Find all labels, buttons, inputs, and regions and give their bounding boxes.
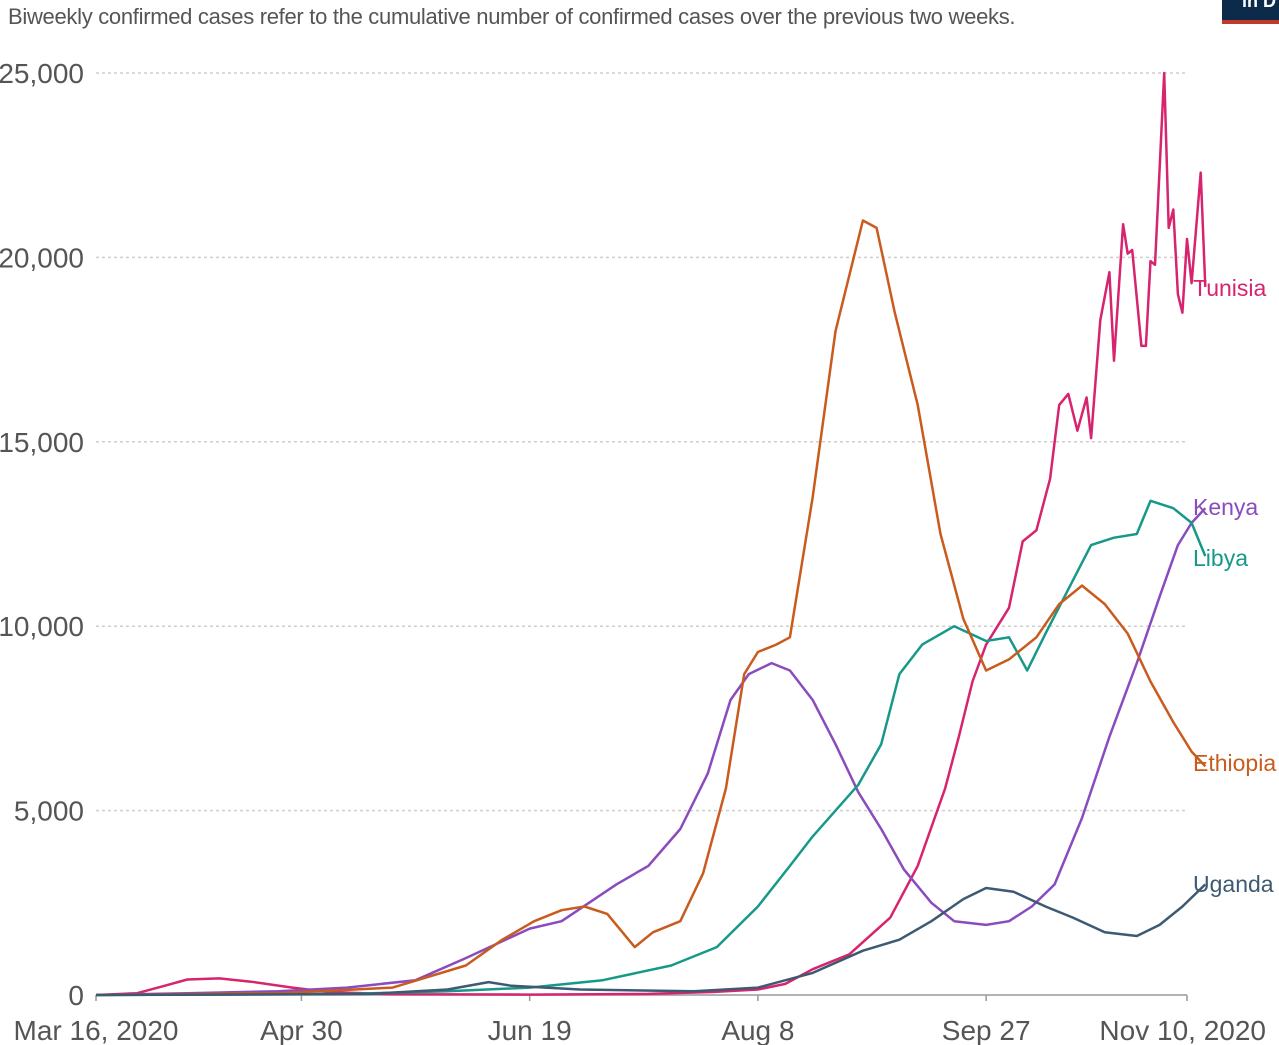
y-tick-5-000: 5,000	[14, 796, 84, 827]
series-label-libya: Libya	[1193, 545, 1248, 571]
x-tick-aug-8: Aug 8	[721, 1015, 794, 1045]
series-label-tunisia: Tunisia	[1193, 275, 1266, 301]
x-tick-mar-16-2020: Mar 16, 2020	[14, 1015, 179, 1045]
series-label-kenya: Kenya	[1193, 494, 1258, 520]
grid	[96, 72, 1187, 996]
x-tick-jun-19: Jun 19	[488, 1015, 572, 1045]
y-tick-25-000: 25,000	[0, 58, 84, 89]
y-axis: 0 5,000 10,000 15,000 20,000 25,000	[0, 58, 84, 1011]
series-label-ethiopia: Ethiopia	[1193, 750, 1276, 776]
series-line-kenya	[95, 507, 1207, 997]
x-axis: Mar 16, 2020 Apr 30 Jun 19 Aug 8 Sep 27 Nov 1…	[14, 995, 1266, 1045]
logo-text: in D	[1242, 0, 1276, 11]
series-group: Tunisia Kenya Libya Ethiopia Uganda	[95, 71, 1276, 997]
y-tick-15-000: 15,000	[0, 427, 84, 458]
y-tick-20-000: 20,000	[0, 242, 84, 273]
series-label-uganda: Uganda	[1193, 871, 1274, 897]
series-line-libya	[95, 499, 1207, 997]
series-line-ethiopia	[95, 219, 1207, 997]
y-tick-10-000: 10,000	[0, 611, 84, 642]
y-tick-0: 0	[68, 980, 84, 1011]
chart-subtitle: Biweekly confirmed cases refer to the cu…	[8, 4, 1016, 29]
x-tick-apr-30: Apr 30	[260, 1015, 343, 1045]
logo: in D	[1222, 0, 1279, 24]
series-line-uganda	[95, 883, 1207, 997]
x-tick-nov-10-2020: Nov 10, 2020	[1099, 1015, 1266, 1045]
series-line-tunisia	[95, 71, 1207, 997]
x-tick-sep-27: Sep 27	[942, 1015, 1031, 1045]
